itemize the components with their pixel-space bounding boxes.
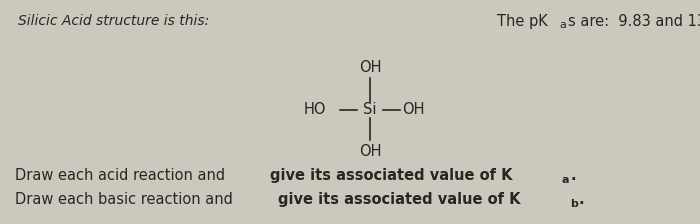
Text: HO: HO — [304, 103, 326, 118]
Text: give its associated value of K: give its associated value of K — [278, 192, 521, 207]
Text: Draw each basic reaction and: Draw each basic reaction and — [15, 192, 237, 207]
Text: s are:  9.83 and 13.17.: s are: 9.83 and 13.17. — [568, 14, 700, 29]
Text: b: b — [570, 199, 578, 209]
Text: .: . — [571, 168, 577, 183]
Text: .: . — [579, 192, 584, 207]
Text: OH: OH — [358, 144, 382, 159]
Text: give its associated value of K: give its associated value of K — [270, 168, 512, 183]
Text: OH: OH — [402, 103, 424, 118]
Text: Si: Si — [363, 103, 377, 118]
Text: Silicic Acid structure is this:: Silicic Acid structure is this: — [18, 14, 209, 28]
Text: OH: OH — [358, 60, 382, 75]
Text: a: a — [562, 175, 570, 185]
Text: a: a — [559, 20, 566, 30]
Text: Draw each acid reaction and: Draw each acid reaction and — [15, 168, 230, 183]
Text: The pK: The pK — [497, 14, 547, 29]
